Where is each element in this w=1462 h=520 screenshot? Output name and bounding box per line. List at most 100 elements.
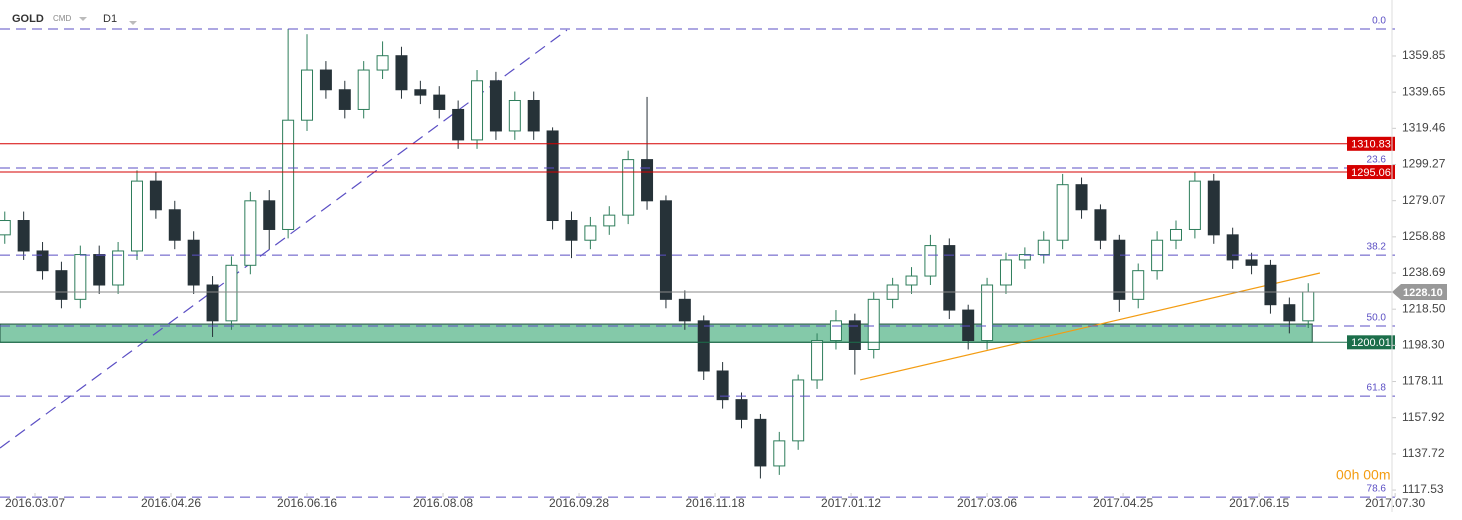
x-tick-label: 2016.09.28 (549, 496, 609, 510)
price-label: 1228.10 (1403, 287, 1443, 299)
y-tick-label: 1359.85 (1402, 48, 1446, 62)
candle-body (36, 250, 49, 272)
candle-body (792, 379, 805, 442)
candle-body (565, 220, 578, 241)
price-label-box (1392, 283, 1447, 300)
candle-body (848, 320, 861, 350)
price-label-box (1347, 165, 1395, 180)
candle-body (603, 214, 616, 227)
support-zone (0, 323, 1313, 343)
candle-body (773, 440, 786, 467)
candle-body (1264, 264, 1277, 306)
candle-body (905, 275, 918, 286)
x-tick-label: 2017.04.25 (1093, 496, 1153, 510)
candle-body (168, 209, 181, 241)
candle-body (697, 320, 710, 372)
candle-body (527, 99, 540, 132)
candle-body (206, 284, 219, 322)
candle-body (225, 264, 238, 322)
candle-body (433, 94, 446, 110)
x-tick-label: 2017.06.15 (1229, 496, 1289, 510)
candle-body (263, 200, 276, 230)
candle-body (1037, 239, 1050, 256)
candle-body (1283, 304, 1296, 322)
candle-body (1169, 228, 1182, 241)
price-label: 1200.01 (1351, 337, 1391, 349)
candle-body (1113, 239, 1126, 300)
candle-body (319, 69, 332, 91)
x-tick-label: 2016.03.07 (5, 496, 65, 510)
y-tick-label: 1299.27 (1402, 157, 1446, 171)
y-tick-label: 1319.46 (1402, 121, 1446, 135)
symbol[interactable]: GOLD (12, 13, 44, 25)
y-tick-label: 1117.53 (1402, 482, 1444, 496)
candle-body (641, 159, 654, 202)
candle-body (716, 370, 729, 401)
candle-body (1226, 234, 1239, 261)
x-tick-label: 2016.08.08 (413, 496, 473, 510)
candle-body (1075, 184, 1088, 211)
candle-body (0, 220, 11, 236)
candle-body (489, 80, 502, 132)
candle-body (17, 220, 30, 252)
candle-body (584, 225, 597, 241)
price-label-box (1347, 335, 1395, 350)
y-tick-label: 1339.65 (1402, 84, 1446, 98)
candle-body (149, 180, 162, 211)
candle-body (943, 245, 956, 311)
candle-body (622, 159, 635, 216)
candle-body (811, 340, 824, 381)
fib-level-label: 78.6 (1367, 484, 1387, 495)
candle-body (1094, 209, 1107, 241)
candle-body (357, 69, 370, 110)
y-tick-label: 1258.88 (1402, 229, 1446, 243)
candle-body (376, 55, 389, 71)
candle-body (1056, 184, 1069, 241)
price-label: 1310.83 (1351, 139, 1391, 151)
dropdown-icon[interactable] (79, 17, 87, 21)
candle-body (1132, 270, 1145, 300)
price-label: 1295.06 (1351, 167, 1391, 179)
y-tick-label: 1178.11 (1402, 374, 1444, 388)
y-tick-label: 1238.69 (1402, 265, 1446, 279)
x-tick-label: 2017.01.12 (821, 496, 881, 510)
candle-body (829, 320, 842, 342)
countdown: 00h 00m (1336, 467, 1390, 483)
candle-body (508, 99, 521, 132)
dropdown-icon[interactable] (129, 21, 137, 25)
candle-body (924, 245, 937, 277)
candle-body (338, 89, 351, 110)
price-label-box (1347, 136, 1395, 151)
x-tick-label: 2016.11.18 (685, 496, 744, 510)
candle-body (867, 298, 880, 350)
x-tick-label: 2016.04.26 (141, 496, 201, 510)
fib-level-label: 38.2 (1367, 242, 1387, 253)
y-tick-label: 1198.30 (1402, 338, 1445, 352)
candle-body (735, 399, 748, 420)
candle-body (55, 270, 68, 300)
y-tick-label: 1279.07 (1402, 193, 1446, 207)
candle-body (678, 298, 691, 322)
candle-body (471, 80, 484, 141)
candle-body (395, 55, 408, 91)
candle-body (1018, 254, 1031, 261)
fib-level-label: 0.0 (1372, 16, 1386, 27)
candle-body (93, 254, 106, 286)
y-tick-label: 1218.50 (1402, 301, 1446, 315)
candle-body (414, 89, 427, 96)
candle-body (659, 200, 672, 300)
candle-body (187, 239, 200, 286)
trendline (0, 29, 568, 449)
interval[interactable]: D1 (103, 13, 117, 25)
candle-body (130, 180, 143, 252)
candle-body (1302, 291, 1315, 322)
candle-body (962, 309, 975, 342)
candle-body (301, 69, 314, 121)
candle-body (1188, 180, 1201, 230)
candle-body (1245, 259, 1258, 266)
candle-body (1207, 180, 1220, 236)
x-tick-label: 2016.06.16 (277, 496, 337, 510)
fib-level-label: 23.6 (1367, 155, 1387, 166)
y-tick-label: 1137.72 (1402, 446, 1445, 460)
